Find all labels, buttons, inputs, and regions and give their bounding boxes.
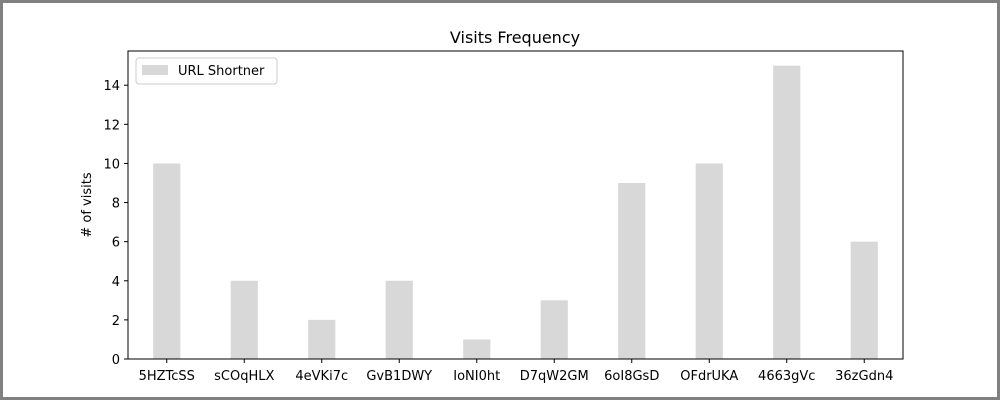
legend: URL Shortner [135,57,278,85]
x-tick-label: 4eVKi7c [295,369,348,384]
bar-D7qW2GM [540,300,568,359]
bar-4eVKi7c [308,319,336,359]
bar-36zGdn4 [850,241,878,359]
legend-swatch [142,65,168,75]
bar-4663gVc [773,65,801,359]
x-tick-label: 6oI8GsD [604,369,659,384]
x-tick-label: 5HZTcSS [139,369,195,384]
y-tick-label: 2 [112,314,120,329]
y-tick-label: 10 [103,157,120,172]
x-tick-label: D7qW2GM [520,369,589,384]
y-tick-label: 12 [103,118,120,133]
x-tick-label: GvB1DWY [366,369,432,384]
x-tick-label: IoNI0ht [453,369,500,384]
bar-6oI8GsD [618,183,646,359]
x-tick-label: OFdrUKA [680,369,738,384]
legend-box [135,57,278,85]
y-tick-label: 6 [112,236,120,251]
ticks-layer: 5HZTcSS sCOqHLX 4eVKi7c GvB1DWY IoNI0ht D7qW2… [103,79,893,384]
y-tick-label: 14 [103,79,120,94]
y-axis-title: # of visits [80,172,95,237]
chart-title: Visits Frequency [450,28,580,47]
bar-IoNI0ht [463,339,491,359]
legend-label: URL Shortner [178,64,265,79]
bar-sCOqHLX [230,280,258,359]
y-tick-label: 8 [112,197,120,212]
x-tick-label: 4663gVc [758,369,815,384]
x-tick-label: sCOqHLX [214,369,274,384]
bar-5HZTcSS [153,163,181,359]
bar-OFdrUKA [695,163,723,359]
bar-chart: Visits Frequency # of visits 5HZTcSS sCOq… [80,28,904,384]
y-tick-label: 0 [112,353,120,368]
bars-layer [153,65,878,359]
plot-area-border [127,50,904,360]
y-tick-label: 4 [112,275,120,290]
x-tick-label: 36zGdn4 [835,369,893,384]
bar-GvB1DWY [385,280,413,359]
